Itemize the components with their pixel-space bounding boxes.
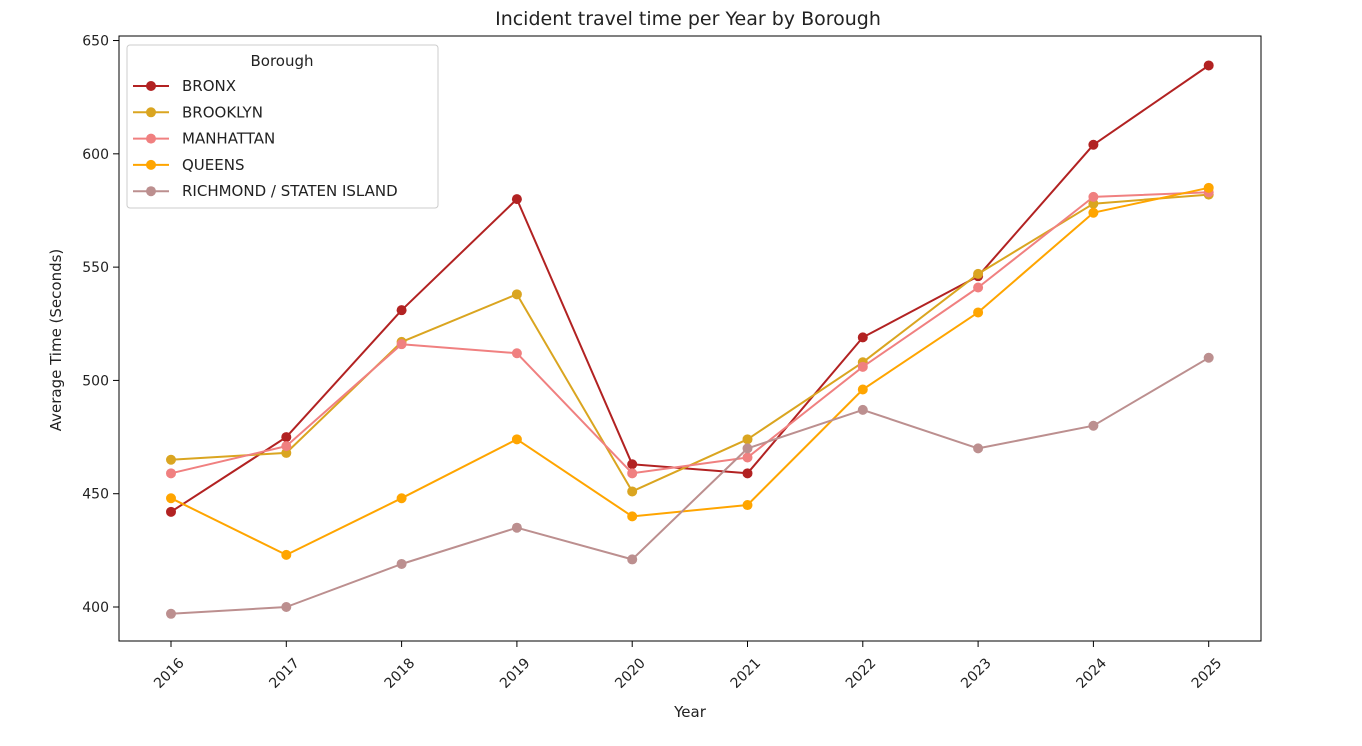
series-line — [170, 186, 1209, 556]
data-point — [396, 339, 407, 350]
data-point — [973, 307, 984, 318]
data-point — [973, 282, 984, 293]
data-point — [742, 468, 753, 479]
data-point — [1088, 191, 1099, 202]
data-point — [396, 305, 407, 316]
y-tick-label: 400 — [82, 600, 109, 616]
data-point — [742, 434, 753, 445]
data-point — [511, 348, 522, 359]
data-point — [1088, 420, 1099, 431]
legend-marker — [146, 107, 156, 118]
x-tick-label: 2021 — [728, 655, 765, 692]
y-tick-label: 650 — [82, 34, 109, 50]
data-point — [281, 602, 292, 613]
data-point — [396, 558, 407, 569]
x-tick-label: 2017 — [266, 655, 303, 692]
x-tick-label: 2019 — [497, 655, 534, 692]
legend-label: QUEENS — [182, 156, 244, 174]
data-point — [511, 522, 522, 533]
x-tick-label: 2016 — [151, 655, 188, 692]
data-point — [627, 486, 638, 497]
y-tick-label: 500 — [82, 373, 109, 389]
data-point — [166, 608, 176, 619]
x-tick-label: 2025 — [1189, 655, 1226, 692]
legend-label: BRONX — [182, 77, 236, 95]
y-tick-label: 600 — [82, 147, 109, 163]
legend-label: BROOKLYN — [182, 103, 263, 121]
legend-label: RICHMOND / STATEN ISLAND — [182, 182, 398, 200]
data-point — [1203, 182, 1214, 193]
data-point — [627, 459, 638, 470]
data-point — [742, 452, 753, 463]
data-point — [857, 384, 868, 395]
legend-marker — [146, 81, 156, 91]
legend: Borough BRONX BROOKLYN MANHATTAN QUEENS RICH… — [126, 44, 439, 209]
data-point — [281, 432, 292, 443]
series-line — [170, 191, 1209, 475]
legend-marker — [146, 186, 156, 197]
data-point — [511, 289, 522, 300]
series-richmond-staten-island — [166, 352, 1214, 619]
legend-marker — [146, 133, 156, 144]
data-point — [166, 454, 176, 465]
x-tick-label: 2018 — [382, 655, 419, 692]
data-point — [166, 506, 176, 517]
data-point — [1203, 60, 1214, 71]
x-tick-label: 2024 — [1073, 655, 1110, 692]
legend-entry: QUEENS — [133, 156, 244, 174]
data-point — [281, 441, 292, 452]
y-tick-label: 550 — [82, 260, 109, 276]
data-point — [166, 493, 176, 504]
data-point — [166, 468, 176, 479]
data-point — [396, 493, 407, 504]
x-tick-label: 2022 — [843, 655, 880, 692]
data-point — [973, 443, 984, 454]
chart-title: Incident travel time per Year by Borough — [495, 8, 881, 30]
y-axis-label: Average Time (Seconds) — [47, 249, 65, 432]
data-point — [742, 500, 753, 511]
data-point — [1088, 139, 1099, 150]
series-queens — [166, 182, 1214, 560]
series-manhattan — [166, 187, 1214, 479]
data-point — [627, 468, 638, 479]
series-brooklyn — [166, 189, 1214, 497]
data-point — [281, 549, 292, 560]
data-point — [857, 404, 868, 415]
data-point — [857, 361, 868, 372]
legend-entry: RICHMOND / STATEN ISLAND — [133, 182, 398, 200]
x-axis-label: Year — [673, 703, 707, 721]
plot-area-frame — [118, 35, 1262, 642]
data-point — [627, 554, 638, 565]
legend-title: Borough — [250, 52, 313, 70]
series-line — [170, 64, 1210, 513]
legend-entry: BROOKLYN — [133, 103, 263, 121]
data-point — [973, 268, 984, 279]
legend-entry: MANHATTAN — [133, 130, 275, 148]
legend-marker — [146, 159, 156, 170]
data-point — [1203, 352, 1214, 363]
legend-entry: BRONX — [133, 77, 236, 95]
data-point — [511, 194, 522, 205]
y-tick-label: 450 — [82, 487, 109, 503]
x-tick-label: 2023 — [958, 655, 995, 692]
legend-label: MANHATTAN — [182, 130, 275, 148]
series-line — [170, 356, 1210, 615]
x-tick-label: 2020 — [612, 655, 649, 692]
data-point — [1088, 207, 1099, 218]
data-point — [511, 434, 522, 445]
series-line — [170, 193, 1209, 493]
data-point — [627, 511, 638, 522]
data-point — [742, 443, 753, 454]
data-point — [857, 332, 868, 343]
legend-box — [126, 44, 439, 209]
